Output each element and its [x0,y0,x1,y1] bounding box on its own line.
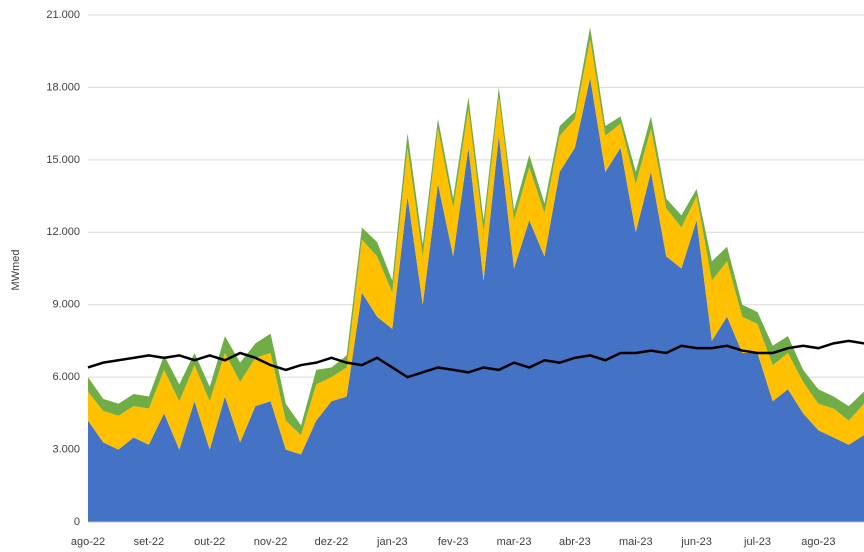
y-tick-label: 15.000 [46,154,80,166]
x-tick-label: mar-23 [497,536,532,548]
x-tick-label: ago-23 [801,536,835,548]
x-tick-label: jan-23 [376,536,408,548]
line [87,339,864,379]
x-tick-label: fev-23 [438,536,469,548]
y-tick-label: 9.000 [52,299,80,311]
x-tick-label: nov-22 [254,536,288,548]
y-tick-label: 12.000 [46,226,80,238]
y-tick-label: 18.000 [46,81,80,93]
y-tick-label: 6.000 [52,371,80,383]
x-tick-label: dez-22 [315,536,349,548]
x-tick-label: jun-23 [680,536,712,548]
x-tick-label: ago-22 [71,536,105,548]
y-tick-label: 3.000 [52,443,80,455]
x-tick-label: abr-23 [559,536,591,548]
x-tick-label: mai-23 [619,536,653,548]
y-tick-label: 21.000 [46,9,80,21]
y-tick-label: 0 [74,516,80,528]
area [88,39,864,455]
y-axis-title: MWmed [10,250,22,291]
area [88,77,864,523]
x-tick-label: out-22 [194,536,225,548]
x-tick-label: set-22 [134,536,165,548]
x-tick-label: jul-23 [743,536,771,548]
